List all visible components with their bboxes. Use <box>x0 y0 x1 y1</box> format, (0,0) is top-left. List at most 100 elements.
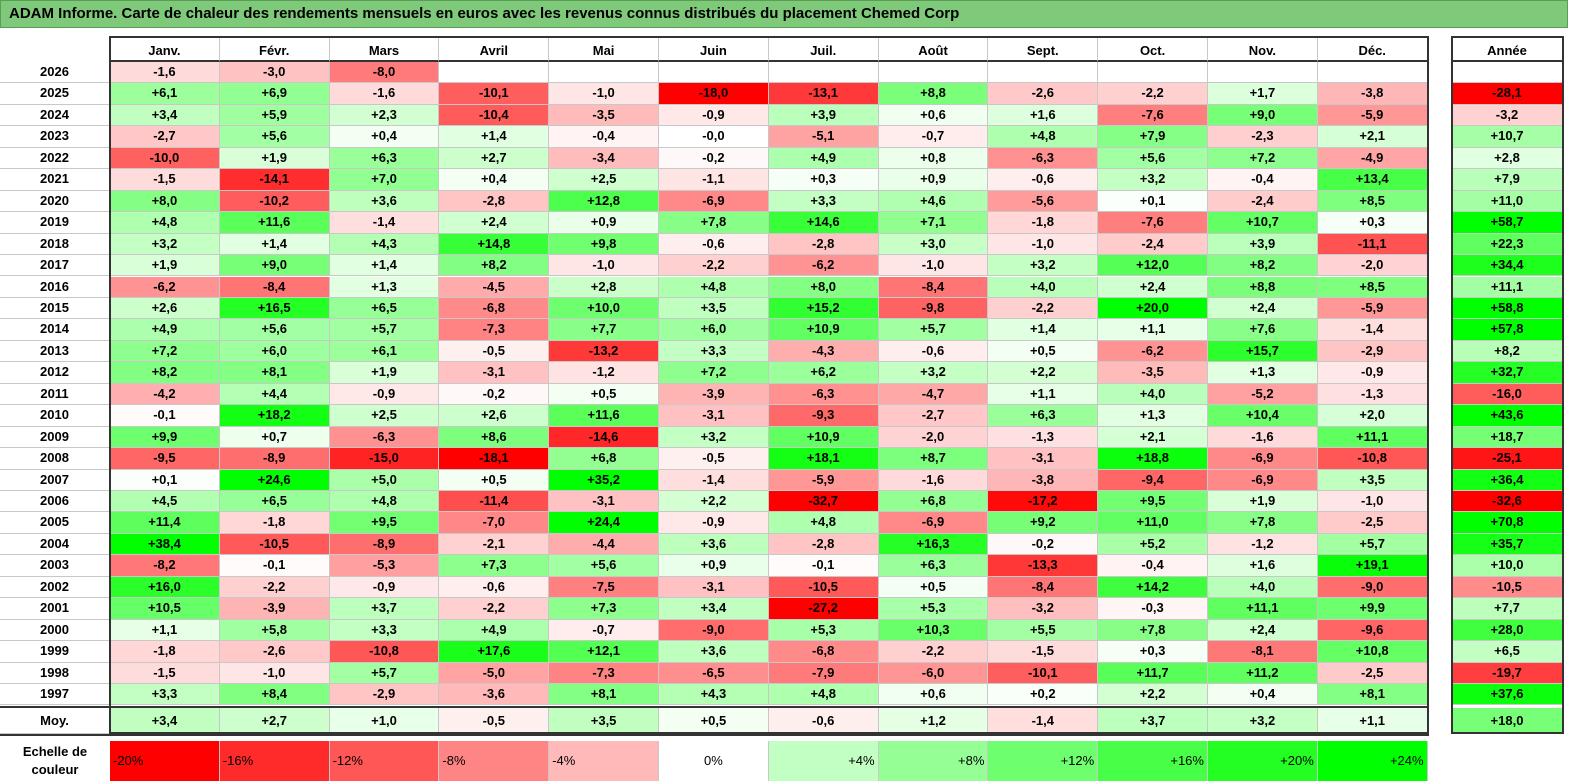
heatmap-cell: +8,5 <box>1317 190 1428 213</box>
year-total-cell: -25,1 <box>1452 448 1563 470</box>
heatmap-cell: +3,5 <box>659 297 769 320</box>
heatmap-cell: +4,9 <box>439 619 550 642</box>
heatmap-cell: +8,2 <box>439 255 550 277</box>
heatmap-cell: +38,4 <box>110 533 220 556</box>
heatmap-cell: -2,0 <box>1317 255 1428 277</box>
heatmap-cell: +9,5 <box>1098 491 1208 513</box>
heatmap-cell <box>988 62 1099 84</box>
heatmap-cell: -3,9 <box>659 383 769 406</box>
row-year-label: 2000 <box>0 619 110 642</box>
column-header: Mars <box>329 36 440 62</box>
heatmap-cell: -1,6 <box>110 62 220 84</box>
heatmap-cell: +10,3 <box>878 619 989 642</box>
year-total-cell: -3,2 <box>1452 104 1563 127</box>
heatmap-cell: +3,5 <box>1317 469 1428 491</box>
row-year-label: 2013 <box>0 340 110 363</box>
heatmap-cell: +1,2 <box>878 707 989 734</box>
legend-step: -20% <box>110 741 220 781</box>
year-total-cell: -10,5 <box>1452 576 1563 599</box>
row-year-label: 2005 <box>0 512 110 534</box>
year-total-cell: +58,8 <box>1452 297 1563 320</box>
heatmap-cell: +7,2 <box>659 362 769 384</box>
heatmap-cell: +8,0 <box>110 190 220 213</box>
heatmap-cell: -13,3 <box>988 555 1099 577</box>
heatmap-cell: -2,6 <box>219 641 330 663</box>
heatmap-cell: +0,1 <box>1098 190 1208 213</box>
heatmap-cell: +4,8 <box>768 512 879 534</box>
heatmap-cell: -8,9 <box>219 448 330 470</box>
heatmap-cell: -1,6 <box>329 83 440 105</box>
heatmap-cell: +1,1 <box>110 619 220 642</box>
heatmap-cell: -8,4 <box>988 576 1099 599</box>
legend-step: +4% <box>768 741 879 781</box>
heatmap-cell: -10,1 <box>439 83 550 105</box>
row-year-label: 2002 <box>0 576 110 599</box>
heatmap-cell: +10,9 <box>768 319 879 341</box>
heatmap-cell: -10,2 <box>219 190 330 213</box>
heatmap-cell: -2,2 <box>878 641 989 663</box>
heatmap-cell: +8,2 <box>110 362 220 384</box>
heatmap-cell: +5,7 <box>329 319 440 341</box>
heatmap-cell: +7,3 <box>439 555 550 577</box>
heatmap-cell: +24,6 <box>219 469 330 491</box>
heatmap-cell: +35,2 <box>549 469 659 491</box>
heatmap-cell: -0,1 <box>110 405 220 427</box>
column-header: Déc. <box>1317 36 1428 62</box>
heatmap-cell: -2,1 <box>439 533 550 556</box>
heatmap-cell: +7,8 <box>659 212 769 234</box>
heatmap-cell: +3,2 <box>1098 169 1208 191</box>
heatmap-cell: +0,5 <box>549 383 659 406</box>
heatmap-cell: +5,7 <box>878 319 989 341</box>
heatmap-cell: -6,9 <box>1208 448 1318 470</box>
heatmap-cell: -32,7 <box>768 491 879 513</box>
heatmap-cell: -4,9 <box>1317 147 1428 170</box>
heatmap-cell: +4,5 <box>110 491 220 513</box>
heatmap-cell: +16,3 <box>878 533 989 556</box>
heatmap-cell: +7,8 <box>1208 512 1318 534</box>
row-year-label: 2001 <box>0 598 110 620</box>
heatmap-cell: +1,0 <box>329 707 440 734</box>
heatmap-cell: +2,1 <box>1098 426 1208 449</box>
heatmap-cell: +7,1 <box>878 212 989 234</box>
heatmap-cell: -3,6 <box>439 684 550 706</box>
legend-step: +8% <box>878 741 989 781</box>
heatmap-cell: +2,7 <box>439 147 550 170</box>
heatmap-cell: -6,5 <box>659 662 769 685</box>
heatmap-cell: +1,1 <box>1317 707 1428 734</box>
heatmap-cell: +3,3 <box>110 684 220 706</box>
heatmap-cell: -9,4 <box>1098 469 1208 491</box>
heatmap-cell: -18,0 <box>659 83 769 105</box>
heatmap-cell: -0,2 <box>659 147 769 170</box>
heatmap-cell: -10,8 <box>329 641 440 663</box>
heatmap-cell: -1,5 <box>988 641 1099 663</box>
row-year-label: 2007 <box>0 469 110 491</box>
heatmap-cell: -0,2 <box>988 533 1099 556</box>
legend-step: +16% <box>1098 741 1208 781</box>
heatmap-cell: +1,4 <box>329 255 440 277</box>
heatmap-cell: +1,3 <box>1208 362 1318 384</box>
column-header: Nov. <box>1208 36 1318 62</box>
heatmap-cell: +5,0 <box>329 469 440 491</box>
heatmap-cell: -2,2 <box>1098 83 1208 105</box>
heatmap-cell: +0,9 <box>878 169 989 191</box>
year-total-cell: +8,2 <box>1452 340 1563 363</box>
heatmap-cell: +3,3 <box>659 340 769 363</box>
heatmap-cell: +11,4 <box>110 512 220 534</box>
year-column-header: Année <box>1452 36 1563 62</box>
heatmap-cell: -0,9 <box>1317 362 1428 384</box>
heatmap-cell: -17,2 <box>988 491 1099 513</box>
heatmap-cell: -0,5 <box>439 707 550 734</box>
heatmap-cell: +3,5 <box>549 707 659 734</box>
heatmap-cell: +1,9 <box>1208 491 1318 513</box>
heatmap-cell: +10,9 <box>768 426 879 449</box>
heatmap-cell: +2,2 <box>1098 684 1208 706</box>
heatmap-cell: +6,5 <box>329 297 440 320</box>
heatmap-cell: +5,8 <box>219 619 330 642</box>
heatmap-cell: +4,0 <box>1098 383 1208 406</box>
heatmap-cell: +5,6 <box>549 555 659 577</box>
heatmap-cell: +4,3 <box>659 684 769 706</box>
heatmap-cell: -8,1 <box>1208 641 1318 663</box>
heatmap-cell: -0,4 <box>549 126 659 148</box>
heatmap-cell: +1,9 <box>219 147 330 170</box>
heatmap-cell: +7,9 <box>1098 126 1208 148</box>
